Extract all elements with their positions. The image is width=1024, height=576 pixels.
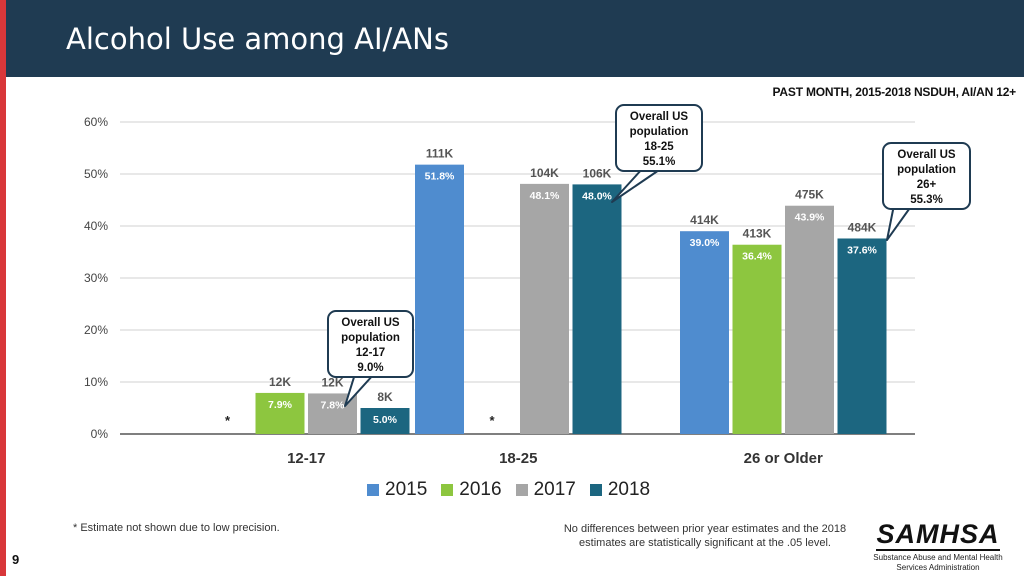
suppressed-marker: * [225,413,231,428]
legend-item-2016: 2016 [441,479,502,501]
legend-item-2017: 2017 [515,479,576,501]
bar-2015-26-or-older [680,231,729,434]
callout-text: 26+ [916,179,937,191]
left-accent-bar [0,0,6,576]
bar-2017-26-or-older [785,205,834,434]
bar-value-label: 43.9% [795,212,825,224]
page-number: 9 [12,552,20,567]
bar-count-label: 104K [530,166,559,180]
legend-swatch-2016 [441,484,454,496]
footnote-significance: No differences between prior year estima… [563,523,847,549]
page-title: Alcohol Use among AI/ANs [66,22,449,56]
callout-text: Overall US [897,149,956,161]
legend-swatch-2015 [367,484,379,496]
chart-legend: 2015 2016 2017 2018 [367,479,650,501]
bar-value-label: 39.0% [690,237,720,249]
callout-text: population [629,126,689,138]
bar-value-label: 7.8% [321,399,346,411]
bar-value-label: 48.0% [582,190,612,202]
bar-2017-18-25 [520,183,569,434]
x-category-label: 18-25 [499,450,537,467]
bar-2018-26-or-older [837,238,887,434]
x-category-label: 26 or Older [744,450,823,467]
callout-text: population [341,332,400,344]
legend-label-2018: 2018 [607,479,651,500]
bar-2016-26-or-older [732,244,782,434]
bar-count-label: 12K [269,375,291,389]
bar-2015-18-25 [415,164,464,434]
logo-wordmark: SAMHSA [876,519,1000,551]
bar-count-label: 414K [690,213,719,227]
bar-2018-12-17 [360,408,410,434]
callout-pointer [886,204,913,241]
bar-count-label: 413K [743,227,772,241]
bar-count-label: 12K [321,375,343,389]
callout-text: Overall US [629,111,689,123]
callout-text: 55.3% [910,194,943,206]
bar-count-label: 484K [848,220,877,234]
bar-count-label: 475K [795,188,824,202]
bar-value-label: 48.1% [530,190,560,202]
header-bar: Alcohol Use among AI/ANs [6,0,1024,77]
callout-text: 18-25 [644,141,674,153]
chart-subtitle: PAST MONTH, 2015-2018 NSDUH, AI/AN 12+ [772,85,1017,99]
bar-count-label: 111K [426,147,454,161]
callout-12-17: Overall US population 12-17 9.0% [327,310,414,378]
bar-count-label: 106K [583,166,612,180]
legend-label-2017: 2017 [533,479,576,500]
callout-text: 12-17 [355,347,386,359]
bar-value-label: 36.4% [742,251,772,263]
y-tick-label: 60% [84,115,108,129]
callout-26-plus: Overall US population 26+ 55.3% [882,142,971,210]
bar-2018-18-25 [572,184,622,434]
footnote-low-precision: * Estimate not shown due to low precisio… [73,522,280,534]
logo-tagline: Substance Abuse and Mental Health Servic… [873,553,1003,572]
bar-value-label: 5.0% [373,414,398,426]
x-category-label: 12-17 [287,450,325,467]
bar-value-label: 37.6% [847,244,877,256]
suppressed-marker: * [489,413,495,428]
samhsa-logo: SAMHSA Substance Abuse and Mental Health… [868,520,1008,573]
legend-item-2015: 2015 [367,479,427,501]
y-tick-label: 0% [91,427,109,441]
bar-value-label: 7.9% [268,399,293,411]
legend-label-2015: 2015 [385,479,428,500]
bar-value-label: 51.8% [425,171,455,183]
callout-18-25: Overall US population 18-25 55.1% [615,104,703,172]
y-tick-label: 40% [84,219,108,233]
legend-swatch-2017 [515,484,528,496]
legend-swatch-2018 [589,484,602,496]
callout-text: 55.1% [642,156,676,168]
bar-count-label: 8K [377,390,393,404]
y-tick-label: 50% [84,167,108,181]
callout-pointer [344,373,375,407]
legend-item-2018: 2018 [589,479,651,501]
legend-label-2016: 2016 [459,479,502,500]
bar-2016-12-17 [255,392,305,434]
callout-text: Overall US [341,317,400,329]
callout-text: 9.0% [357,362,384,374]
callout-text: population [897,164,956,176]
y-tick-label: 30% [84,271,108,285]
y-tick-label: 10% [84,375,108,389]
y-tick-label: 20% [84,323,108,337]
